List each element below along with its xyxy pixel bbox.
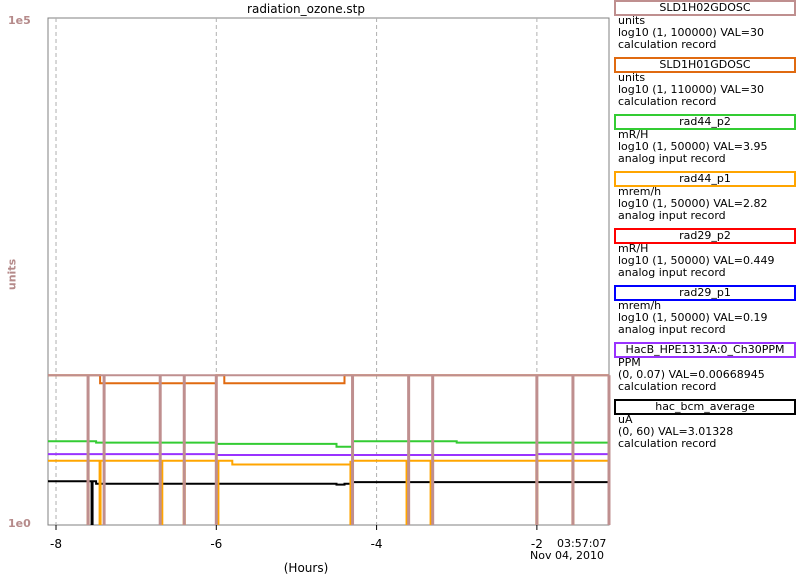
x-tick-label: -4: [370, 537, 383, 551]
legend-units: PPM: [618, 356, 641, 369]
legend-record: analog input record: [618, 266, 726, 279]
plot-frame: [47, 17, 610, 526]
legend-series-name[interactable]: SLD1H02GDOSC: [614, 0, 796, 16]
legend-range: log10 (1, 110000) VAL=30: [618, 83, 765, 96]
legend-units: mrem/h: [618, 185, 662, 198]
y-min-label: 1e0: [8, 517, 31, 530]
x-axis-label: (Hours): [283, 561, 329, 575]
legend-entry[interactable]: HacB_HPE1313A:0_Ch30PPM PPM (0, 0.07) VAL=…: [614, 342, 800, 399]
legend-record: calculation record: [618, 437, 717, 450]
legend-units: mR/H: [618, 128, 649, 141]
end-date-label: Nov 04, 2010: [530, 549, 604, 562]
chart-title: radiation_ozone.stp: [247, 2, 365, 16]
legend-series-name[interactable]: rad44_p2: [614, 114, 796, 130]
legend-series-name[interactable]: HacB_HPE1313A:0_Ch30PPM: [614, 342, 796, 358]
legend-record: calculation record: [618, 380, 717, 393]
legend-range: log10 (1, 100000) VAL=30: [618, 26, 765, 39]
series-line: [48, 453, 609, 456]
legend-range: (0, 60) VAL=3.01328: [618, 425, 734, 438]
legend-units: mR/H: [618, 242, 649, 255]
legend-units: units: [618, 71, 646, 84]
legend-entry[interactable]: rad44_p1 mrem/h log10 (1, 50000) VAL=2.82 a…: [614, 171, 800, 228]
series-line: [48, 459, 609, 466]
legend-record: analog input record: [618, 209, 726, 222]
legend-panel: SLD1H02GDOSC units log10 (1, 100000) VAL=3…: [614, 0, 800, 456]
legend-series-name[interactable]: SLD1H01GDOSC: [614, 57, 796, 73]
legend-entry[interactable]: rad29_p2 mR/H log10 (1, 50000) VAL=0.449 an…: [614, 228, 800, 285]
legend-record: calculation record: [618, 95, 717, 108]
legend-range: log10 (1, 50000) VAL=0.449: [618, 254, 775, 267]
legend-entry[interactable]: hac_bcm_average uA (0, 60) VAL=3.01328 calc…: [614, 399, 800, 456]
legend-range: log10 (1, 50000) VAL=2.82: [618, 197, 768, 210]
x-tick-label: -6: [210, 537, 223, 551]
legend-range: (0, 0.07) VAL=0.00668945: [618, 368, 765, 381]
legend-series-name[interactable]: hac_bcm_average: [614, 399, 796, 415]
legend-series-name[interactable]: rad29_p2: [614, 228, 796, 244]
legend-record: analog input record: [618, 152, 726, 165]
legend-units: uA: [618, 413, 633, 426]
legend-series-name[interactable]: rad44_p1: [614, 171, 796, 187]
end-time-label: 03:57:07: [557, 537, 607, 550]
legend-record: analog input record: [618, 323, 726, 336]
legend-range: log10 (1, 50000) VAL=3.95: [618, 140, 768, 153]
legend-entry[interactable]: SLD1H02GDOSC units log10 (1, 100000) VAL=3…: [614, 0, 800, 57]
legend-entry[interactable]: rad29_p1 mrem/h log10 (1, 50000) VAL=0.19 a…: [614, 285, 800, 342]
x-tick-label: -2: [530, 537, 543, 551]
x-tick-label: -8: [50, 537, 62, 551]
y-max-label: 1e5: [8, 14, 31, 27]
legend-units: mrem/h: [618, 299, 662, 312]
plot-area[interactable]: [0, 0, 612, 578]
legend-units: units: [618, 14, 646, 27]
y-axis-label: units: [5, 258, 19, 291]
legend-entry[interactable]: SLD1H01GDOSC units log10 (1, 110000) VAL=3…: [614, 57, 800, 114]
legend-entry[interactable]: rad44_p2 mR/H log10 (1, 50000) VAL=3.95 ana…: [614, 114, 800, 171]
legend-series-name[interactable]: rad29_p1: [614, 285, 796, 301]
legend-range: log10 (1, 50000) VAL=0.19: [618, 311, 768, 324]
series-line: [48, 440, 610, 448]
legend-record: calculation record: [618, 38, 717, 51]
